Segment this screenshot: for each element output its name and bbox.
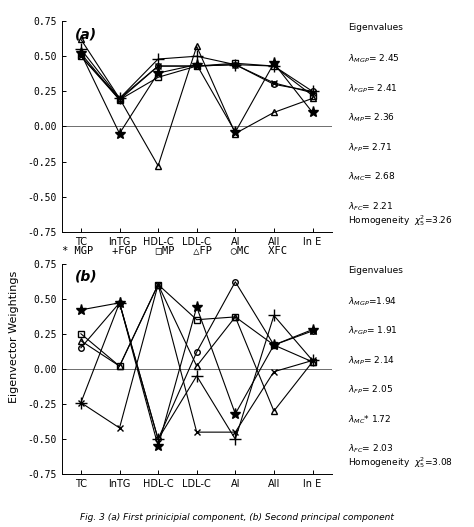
Text: $\lambda_{FP}$= 2.05: $\lambda_{FP}$= 2.05: [348, 384, 393, 396]
Text: Eigenvalues: Eigenvalues: [348, 266, 403, 275]
Text: $\lambda_{FC}$= 2.21: $\lambda_{FC}$= 2.21: [348, 200, 393, 213]
Text: $\lambda_{MGP}$=1.94: $\lambda_{MGP}$=1.94: [348, 295, 397, 308]
Text: Homogeneity  $\chi^2_5$=3.08: Homogeneity $\chi^2_5$=3.08: [348, 455, 453, 470]
Text: $\lambda_{MP}$= 2.14: $\lambda_{MP}$= 2.14: [348, 354, 395, 367]
Text: (b): (b): [75, 270, 98, 284]
Text: $\lambda_{MC}$= 2.68: $\lambda_{MC}$= 2.68: [348, 171, 396, 183]
Text: $\lambda_{FGP}$= 1.91: $\lambda_{FGP}$= 1.91: [348, 325, 398, 337]
Text: Fig. 3 (a) First prinicipial component, (b) Second principal component: Fig. 3 (a) First prinicipial component, …: [80, 513, 394, 522]
Text: $\lambda_{FP}$= 2.71: $\lambda_{FP}$= 2.71: [348, 141, 392, 154]
Text: $\lambda_{MGP}$= 2.45: $\lambda_{MGP}$= 2.45: [348, 53, 400, 65]
Text: Eigenvalues: Eigenvalues: [348, 23, 403, 32]
Text: $\lambda_{FC}$= 2.03: $\lambda_{FC}$= 2.03: [348, 443, 394, 455]
Text: * MGP   +FGP   □MP   △FP   ○MC   XFC: * MGP +FGP □MP △FP ○MC XFC: [62, 246, 287, 255]
Text: $\lambda_{MP}$= 2.36: $\lambda_{MP}$= 2.36: [348, 112, 395, 124]
Text: $\lambda_{FGP}$= 2.41: $\lambda_{FGP}$= 2.41: [348, 82, 398, 95]
Text: Eigenvector Weightings: Eigenvector Weightings: [9, 271, 19, 403]
Text: (a): (a): [75, 27, 97, 42]
Text: $\lambda_{MC}$* 1.72: $\lambda_{MC}$* 1.72: [348, 413, 392, 426]
Text: Homogeneity  $\chi^2_5$=3.26: Homogeneity $\chi^2_5$=3.26: [348, 213, 453, 228]
